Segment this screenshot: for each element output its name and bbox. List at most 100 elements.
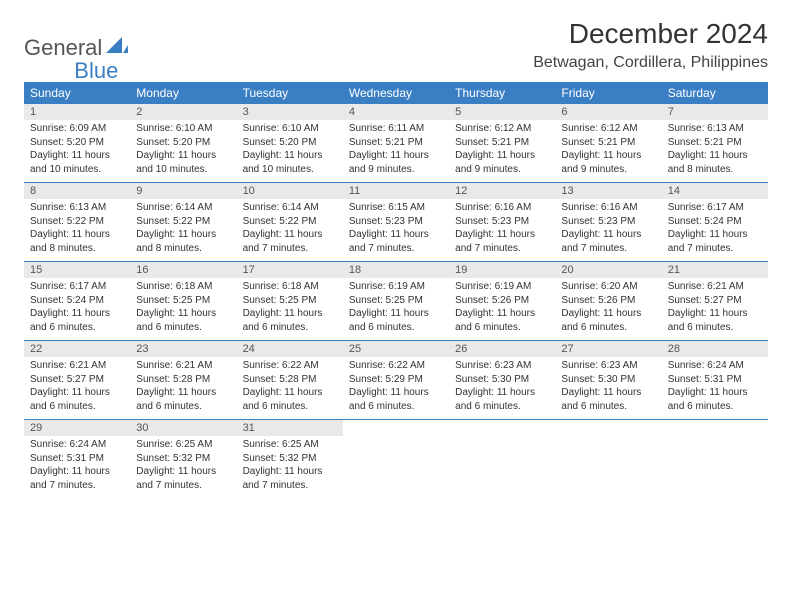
sunrise-text: Sunrise: 6:17 AM — [668, 201, 762, 215]
sunset-text: Sunset: 5:21 PM — [561, 136, 655, 150]
day-number: 29 — [24, 420, 130, 436]
day-body: Sunrise: 6:24 AMSunset: 5:31 PMDaylight:… — [662, 357, 768, 419]
weeks-container: 1Sunrise: 6:09 AMSunset: 5:20 PMDaylight… — [24, 104, 768, 498]
daylight-line2: and 6 minutes. — [243, 321, 337, 335]
sunset-text: Sunset: 5:23 PM — [455, 215, 549, 229]
sunset-text: Sunset: 5:21 PM — [668, 136, 762, 150]
daylight-line1: Daylight: 11 hours — [30, 307, 124, 321]
day-body: Sunrise: 6:17 AMSunset: 5:24 PMDaylight:… — [662, 199, 768, 261]
daylight-line2: and 7 minutes. — [136, 479, 230, 493]
daylight-line1: Daylight: 11 hours — [136, 465, 230, 479]
day-number: 20 — [555, 262, 661, 278]
day-number: 13 — [555, 183, 661, 199]
sunset-text: Sunset: 5:32 PM — [243, 452, 337, 466]
day-cell: 10Sunrise: 6:14 AMSunset: 5:22 PMDayligh… — [237, 183, 343, 261]
daylight-line2: and 7 minutes. — [561, 242, 655, 256]
sunrise-text: Sunrise: 6:09 AM — [30, 122, 124, 136]
sunset-text: Sunset: 5:28 PM — [243, 373, 337, 387]
day-body: Sunrise: 6:10 AMSunset: 5:20 PMDaylight:… — [237, 120, 343, 182]
daylight-line2: and 8 minutes. — [30, 242, 124, 256]
week-row: 1Sunrise: 6:09 AMSunset: 5:20 PMDaylight… — [24, 104, 768, 182]
sunrise-text: Sunrise: 6:22 AM — [349, 359, 443, 373]
sunset-text: Sunset: 5:22 PM — [136, 215, 230, 229]
day-number: 26 — [449, 341, 555, 357]
day-cell: 28Sunrise: 6:24 AMSunset: 5:31 PMDayligh… — [662, 341, 768, 419]
location-text: Betwagan, Cordillera, Philippines — [533, 54, 768, 72]
daylight-line2: and 9 minutes. — [455, 163, 549, 177]
day-cell: 20Sunrise: 6:20 AMSunset: 5:26 PMDayligh… — [555, 262, 661, 340]
day-number: 12 — [449, 183, 555, 199]
sunset-text: Sunset: 5:20 PM — [30, 136, 124, 150]
sunset-text: Sunset: 5:25 PM — [243, 294, 337, 308]
sunset-text: Sunset: 5:28 PM — [136, 373, 230, 387]
sunset-text: Sunset: 5:20 PM — [243, 136, 337, 150]
logo-sail-icon — [106, 37, 128, 60]
day-number: 21 — [662, 262, 768, 278]
sunrise-text: Sunrise: 6:25 AM — [243, 438, 337, 452]
day-body: Sunrise: 6:18 AMSunset: 5:25 PMDaylight:… — [237, 278, 343, 340]
day-body: Sunrise: 6:14 AMSunset: 5:22 PMDaylight:… — [130, 199, 236, 261]
daylight-line1: Daylight: 11 hours — [668, 307, 762, 321]
daylight-line1: Daylight: 11 hours — [30, 386, 124, 400]
day-cell: 12 Sunrise: 6:16 AMSunset: 5:23 PMDayligh… — [449, 183, 555, 261]
sunrise-text: Sunrise: 6:15 AM — [349, 201, 443, 215]
sunrise-text: Sunrise: 6:16 AM — [455, 201, 549, 215]
daylight-line2: and 7 minutes. — [243, 242, 337, 256]
daylight-line2: and 10 minutes. — [30, 163, 124, 177]
day-body: Sunrise: 6:21 AMSunset: 5:28 PMDaylight:… — [130, 357, 236, 419]
sunrise-text: Sunrise: 6:18 AM — [136, 280, 230, 294]
day-number: 5 — [449, 104, 555, 120]
sunrise-text: Sunrise: 6:14 AM — [243, 201, 337, 215]
daylight-line2: and 10 minutes. — [136, 163, 230, 177]
week-row: 8 Sunrise: 6:13 AM Sunset: 5:22 PM Daylight… — [24, 182, 768, 261]
daylight-line2: and 6 minutes. — [561, 400, 655, 414]
daylight-line1: Daylight: 11 hours — [561, 307, 655, 321]
daylight-line2: and 7 minutes. — [668, 242, 762, 256]
sunset-text: Sunset: 5:27 PM — [668, 294, 762, 308]
daylight-line2: and 7 minutes. — [349, 242, 443, 256]
day-number: 9 — [130, 183, 236, 199]
day-header-row: Sunday Monday Tuesday Wednesday Thursday… — [24, 82, 768, 104]
daylight-line1: Daylight: 11 hours — [243, 465, 337, 479]
day-cell: 9Sunrise: 6:14 AMSunset: 5:22 PMDaylight… — [130, 183, 236, 261]
daylight-line2: and 8 minutes. — [136, 242, 230, 256]
daylight-line1: Daylight: 11 hours — [349, 386, 443, 400]
day-cell: 2Sunrise: 6:10 AMSunset: 5:20 PMDaylight… — [130, 104, 236, 182]
day-number: 8 — [24, 183, 130, 199]
daylight-line1: Daylight: 11 hours — [455, 228, 549, 242]
day-cell: 8Sunrise: 6:13 AMSunset: 5:22 PMDaylight… — [24, 183, 130, 261]
day-cell — [555, 420, 661, 498]
day-number: 14 — [662, 183, 768, 199]
sunset-text: Sunset: 5:21 PM — [455, 136, 549, 150]
daylight-line1: Daylight: 11 hours — [561, 386, 655, 400]
day-number: 7 — [662, 104, 768, 120]
daylight-line2: and 7 minutes. — [30, 479, 124, 493]
day-number: 3 — [237, 104, 343, 120]
daylight-line2: and 6 minutes. — [455, 400, 549, 414]
week-row: 15Sunrise: 6:17 AMSunset: 5:24 PMDayligh… — [24, 261, 768, 340]
day-body: Sunrise: 6:19 AMSunset: 5:26 PMDaylight:… — [449, 278, 555, 340]
sunset-text: Sunset: 5:25 PM — [136, 294, 230, 308]
day-number: 25 — [343, 341, 449, 357]
sunset-text: Sunset: 5:21 PM — [349, 136, 443, 150]
day-header-tue: Tuesday — [237, 82, 343, 104]
day-cell — [343, 420, 449, 498]
day-cell: 16Sunrise: 6:18 AMSunset: 5:25 PMDayligh… — [130, 262, 236, 340]
sunset-text: Sunset: 5:31 PM — [30, 452, 124, 466]
day-number: 31 — [237, 420, 343, 436]
day-number: 17 — [237, 262, 343, 278]
day-body: Sunrise: 6:12 AMSunset: 5:21 PMDaylight:… — [449, 120, 555, 182]
day-number: 30 — [130, 420, 236, 436]
day-number: 15 — [24, 262, 130, 278]
day-body: Sunrise: 6:23 AMSunset: 5:30 PMDaylight:… — [449, 357, 555, 419]
daylight-line1: Daylight: 11 hours — [243, 228, 337, 242]
sunset-text: Sunset: 5:24 PM — [668, 215, 762, 229]
day-cell: 14Sunrise: 6:17 AMSunset: 5:24 PMDayligh… — [662, 183, 768, 261]
sunrise-text: Sunrise: 6:21 AM — [30, 359, 124, 373]
sunrise-text: Sunrise: 6:13 AM — [30, 201, 124, 215]
day-body: Sunrise: 6:18 AMSunset: 5:25 PMDaylight:… — [130, 278, 236, 340]
sunrise-text: Sunrise: 6:17 AM — [30, 280, 124, 294]
daylight-line1: Daylight: 11 hours — [30, 149, 124, 163]
day-body: Sunrise: 6:23 AMSunset: 5:30 PMDaylight:… — [555, 357, 661, 419]
day-header-fri: Friday — [555, 82, 661, 104]
